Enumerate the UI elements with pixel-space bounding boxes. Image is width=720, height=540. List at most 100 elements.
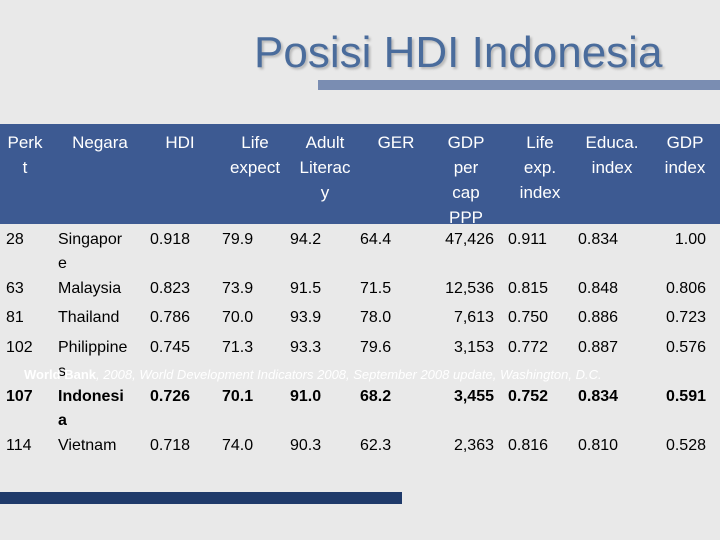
cell-rank: 102 <box>6 339 33 356</box>
cell-ger: 78.0 <box>360 309 392 326</box>
cell-country: Singapor e <box>58 228 142 276</box>
cell-literacy: 94.2 <box>290 231 322 248</box>
cell-life-idx: 0.752 <box>508 388 549 405</box>
cell-literacy: 93.3 <box>290 339 322 356</box>
header-line: cap <box>452 183 480 202</box>
cell-gdp: 47,426 <box>445 231 494 248</box>
source-note: World Bank, 2008, World Development Indi… <box>24 367 602 382</box>
header-line: index <box>664 158 706 177</box>
cell-gdp-idx: 0.806 <box>665 280 706 297</box>
cell-life-idx: 0.815 <box>508 280 549 297</box>
cell-edu-idx: 0.834 <box>578 231 619 248</box>
header-life-expect: Life expect <box>218 130 292 180</box>
country-line: a <box>58 412 67 429</box>
cell-rank: 114 <box>6 437 32 454</box>
cell-gdp: 12,536 <box>445 280 494 297</box>
header-adult-literacy: Adult Literac y <box>288 130 362 205</box>
cell-hdi: 0.745 <box>150 339 191 356</box>
cell-edu-idx: 0.848 <box>578 280 619 297</box>
country-line: e <box>58 255 67 272</box>
cell-gdp-idx: 0.576 <box>665 339 706 356</box>
cell-hdi: 0.918 <box>150 231 191 248</box>
cell-gdp-idx: 0.591 <box>665 388 706 405</box>
cell-hdi: 0.726 <box>150 388 191 405</box>
header-hdi: HDI <box>150 130 210 155</box>
cell-country: Vietnam <box>58 434 142 458</box>
cell-rank: 63 <box>6 280 24 297</box>
header-line: PPP <box>448 208 484 227</box>
header-gdp-per-cap: GDP per cap PPP <box>428 130 504 230</box>
country-line: Philippine <box>58 339 128 356</box>
cell-gdp-idx: 1.00 <box>674 231 706 248</box>
cell-country: Thailand <box>58 306 142 330</box>
header-line: GER <box>377 133 415 152</box>
cell-life-idx: 0.772 <box>508 339 549 356</box>
country-line: Singapor <box>58 231 123 248</box>
header-line: per <box>453 158 479 177</box>
cell-literacy: 91.5 <box>290 280 322 297</box>
cell-life: 74.0 <box>222 437 254 454</box>
source-text: , 2008, World Development Indicators 200… <box>96 367 602 382</box>
cell-ger: 62.3 <box>360 437 392 454</box>
cell-life: 79.9 <box>222 231 254 248</box>
cell-gdp: 2,363 <box>453 437 494 454</box>
cell-hdi: 0.718 <box>150 437 191 454</box>
cell-ger: 71.5 <box>360 280 392 297</box>
cell-life-idx: 0.816 <box>508 437 549 454</box>
table-header-row <box>0 124 720 224</box>
header-line: GDP <box>447 133 485 152</box>
header-line: exp. <box>523 158 557 177</box>
footer-accent-bar <box>0 492 402 504</box>
cell-edu-idx: 0.886 <box>578 309 619 326</box>
cell-life-idx: 0.911 <box>508 231 547 248</box>
cell-gdp: 3,153 <box>453 339 494 356</box>
country-line: Thailand <box>58 309 120 326</box>
title-accent-bar <box>318 80 720 90</box>
cell-ger: 79.6 <box>360 339 392 356</box>
cell-edu-idx: 0.887 <box>578 339 619 356</box>
cell-life: 73.9 <box>222 280 254 297</box>
cell-hdi: 0.823 <box>150 280 191 297</box>
cell-country: Philippine s <box>58 336 142 384</box>
header-line: expect <box>229 158 281 177</box>
header-line: index <box>591 158 633 177</box>
cell-ger: 68.2 <box>360 388 392 405</box>
cell-literacy: 93.9 <box>290 309 322 326</box>
cell-country: Indonesi a <box>58 385 142 433</box>
cell-edu-idx: 0.810 <box>578 437 619 454</box>
cell-edu-idx: 0.834 <box>578 388 619 405</box>
cell-literacy: 91.0 <box>290 388 322 405</box>
header-line: GDP <box>666 133 704 152</box>
cell-rank: 28 <box>6 231 24 248</box>
cell-life: 71.3 <box>222 339 254 356</box>
cell-life: 70.1 <box>222 388 254 405</box>
header-line: t <box>22 158 28 177</box>
header-life-exp-index: Life exp. index <box>508 130 572 205</box>
cell-hdi: 0.786 <box>150 309 191 326</box>
header-line: Perk <box>7 133 43 152</box>
country-line: s <box>58 363 66 380</box>
header-line: HDI <box>165 133 195 152</box>
header-line: Literac <box>299 158 351 177</box>
header-ger: GER <box>366 130 426 155</box>
cell-life-idx: 0.750 <box>508 309 549 326</box>
header-line: Life <box>241 133 269 152</box>
header-country: Negara <box>58 130 142 155</box>
source-author: World Bank <box>24 367 96 382</box>
header-line: Educa. <box>585 133 639 152</box>
header-rank: Perk t <box>0 130 50 180</box>
cell-life: 70.0 <box>222 309 254 326</box>
header-gdp-index: GDP index <box>650 130 720 180</box>
cell-country: Malaysia <box>58 277 142 301</box>
page-title: Posisi HDI Indonesia <box>254 28 663 77</box>
header-line: Adult <box>305 133 345 152</box>
header-line: y <box>320 183 330 202</box>
cell-gdp: 3,455 <box>453 388 494 405</box>
header-line: Negara <box>72 133 128 152</box>
header-educ-index: Educa. index <box>578 130 646 180</box>
cell-gdp: 7,613 <box>453 309 494 326</box>
country-line: Malaysia <box>58 280 122 297</box>
cell-rank: 81 <box>6 309 24 326</box>
cell-literacy: 90.3 <box>290 437 322 454</box>
cell-ger: 64.4 <box>360 231 392 248</box>
